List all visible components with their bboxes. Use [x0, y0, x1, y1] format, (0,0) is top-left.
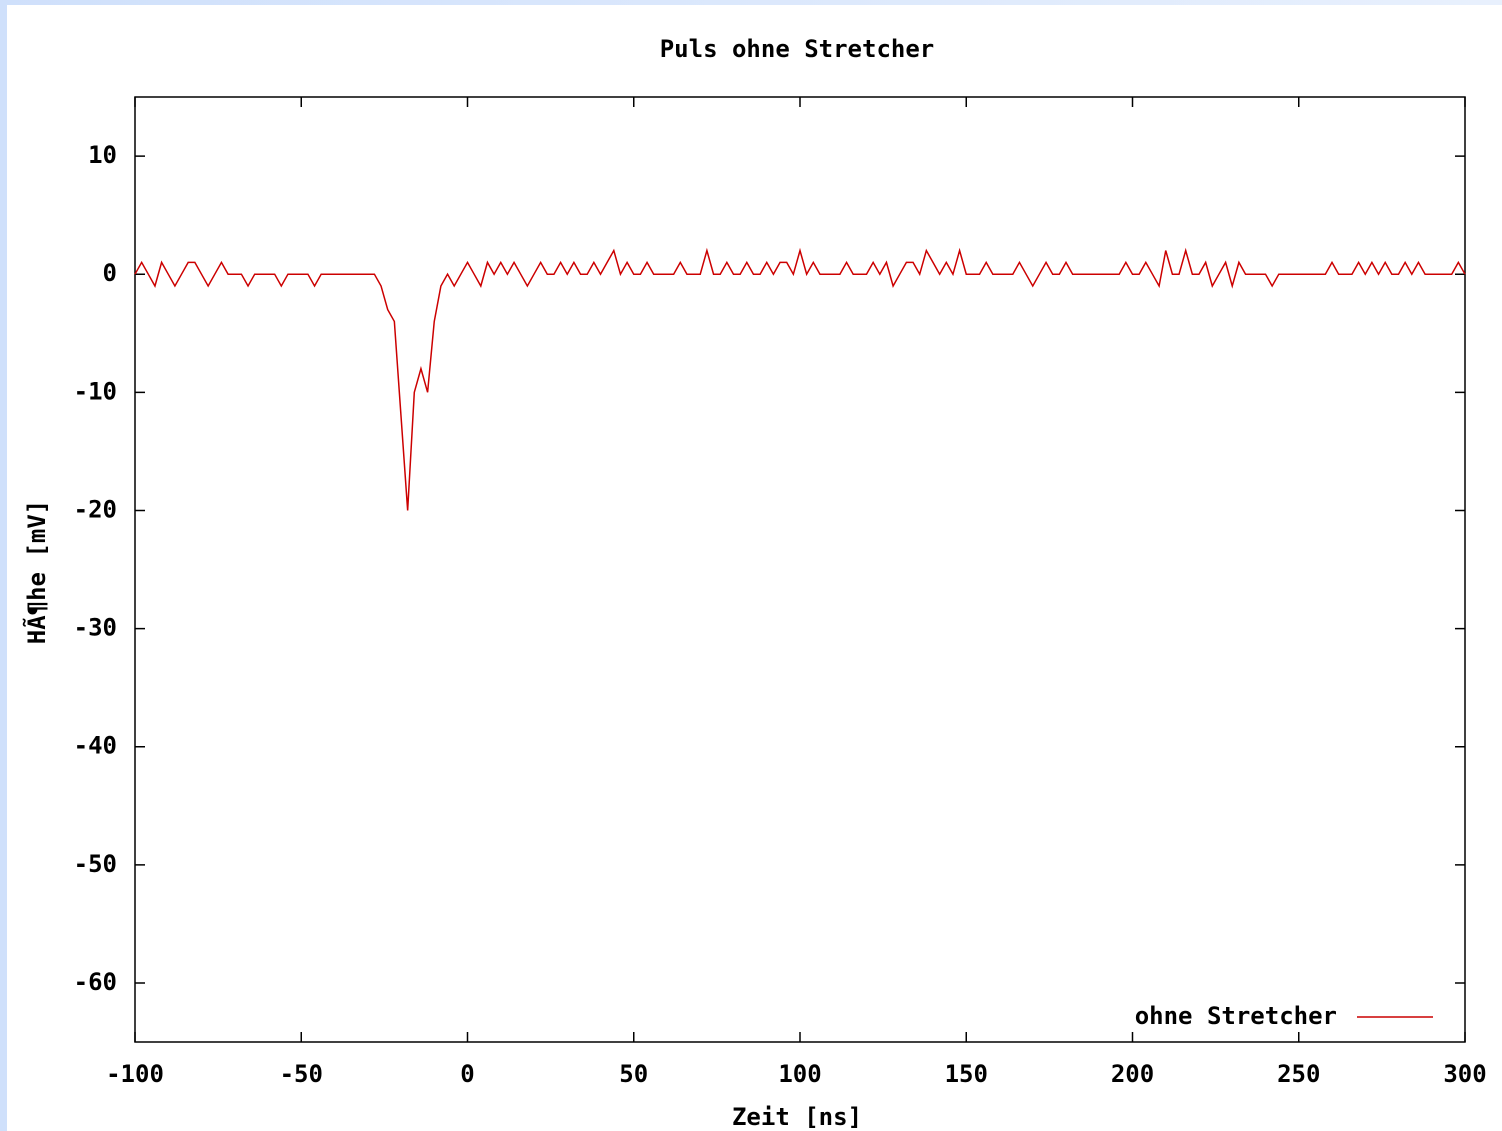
x-tick-label: 50: [619, 1060, 648, 1088]
panel: [7, 5, 1502, 1131]
y-tick-label: -30: [74, 614, 117, 642]
legend-label: ohne Stretcher: [1135, 1002, 1337, 1030]
x-tick-label: 200: [1111, 1060, 1154, 1088]
y-tick-label: -60: [74, 968, 117, 996]
data-line: [134, 247, 1466, 511]
y-tick-label: -40: [74, 732, 117, 760]
x-tick-label: 150: [945, 1060, 988, 1088]
x-tick-label: 300: [1443, 1060, 1486, 1088]
y-tick-label: 10: [88, 141, 117, 169]
y-axis-label: HÃ¶he [mV]: [22, 500, 51, 645]
x-tick-label: 250: [1277, 1060, 1320, 1088]
y-tick-label: 0: [103, 259, 117, 287]
x-tick-label: -50: [280, 1060, 323, 1088]
y-tick-label: -10: [74, 377, 117, 405]
x-tick-label: 0: [460, 1060, 474, 1088]
x-tick-label: -100: [106, 1060, 164, 1088]
y-tick-label: -20: [74, 495, 117, 523]
x-axis-label: Zeit [ns]: [732, 1103, 862, 1131]
y-tick-label: -50: [74, 850, 117, 878]
x-tick-label: 100: [778, 1060, 821, 1088]
chart-title: Puls ohne Stretcher: [660, 35, 935, 63]
